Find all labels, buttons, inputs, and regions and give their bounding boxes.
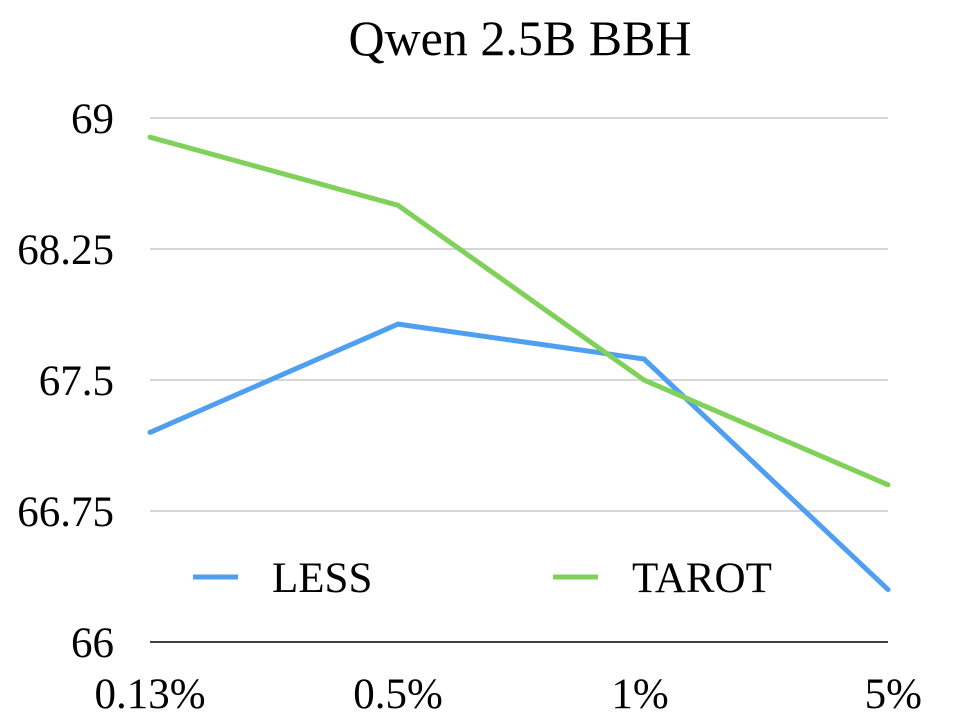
y-tick-label: 69: [71, 96, 114, 143]
y-tick-label: 66: [71, 620, 114, 667]
y-tick-label: 66.75: [17, 489, 114, 536]
x-tick-label: 1%: [611, 671, 668, 718]
legend-label-tarot: TAROT: [632, 555, 772, 602]
series-line-less: [148, 321, 890, 592]
y-tick-label: 67.5: [39, 358, 114, 405]
series-line-tarot: [149, 134, 889, 488]
legend: LESS TAROT: [193, 555, 772, 602]
legend-label-less: LESS: [272, 555, 372, 602]
x-tick-label: 0.5%: [353, 671, 443, 718]
y-axis-ticks: 66 66.75 67.5 68.25 69: [17, 96, 114, 667]
data-point-less: [395, 321, 401, 327]
y-tick-label: 68.25: [17, 227, 114, 274]
data-point-tarot: [885, 482, 891, 488]
gridlines: [150, 117, 888, 643]
data-point-less: [641, 356, 647, 362]
data-point-less: [147, 429, 153, 435]
x-tick-label: 0.13%: [94, 671, 205, 718]
x-axis-ticks: 0.13% 0.5% 1% 5%: [94, 671, 922, 718]
data-point-tarot: [395, 202, 401, 208]
data-point-tarot: [641, 377, 647, 383]
x-tick-label: 5%: [865, 671, 922, 718]
data-point-less: [885, 587, 891, 593]
chart-title: Qwen 2.5B BBH: [348, 10, 691, 66]
data-point-tarot: [147, 134, 153, 140]
series-lines: [147, 134, 891, 593]
